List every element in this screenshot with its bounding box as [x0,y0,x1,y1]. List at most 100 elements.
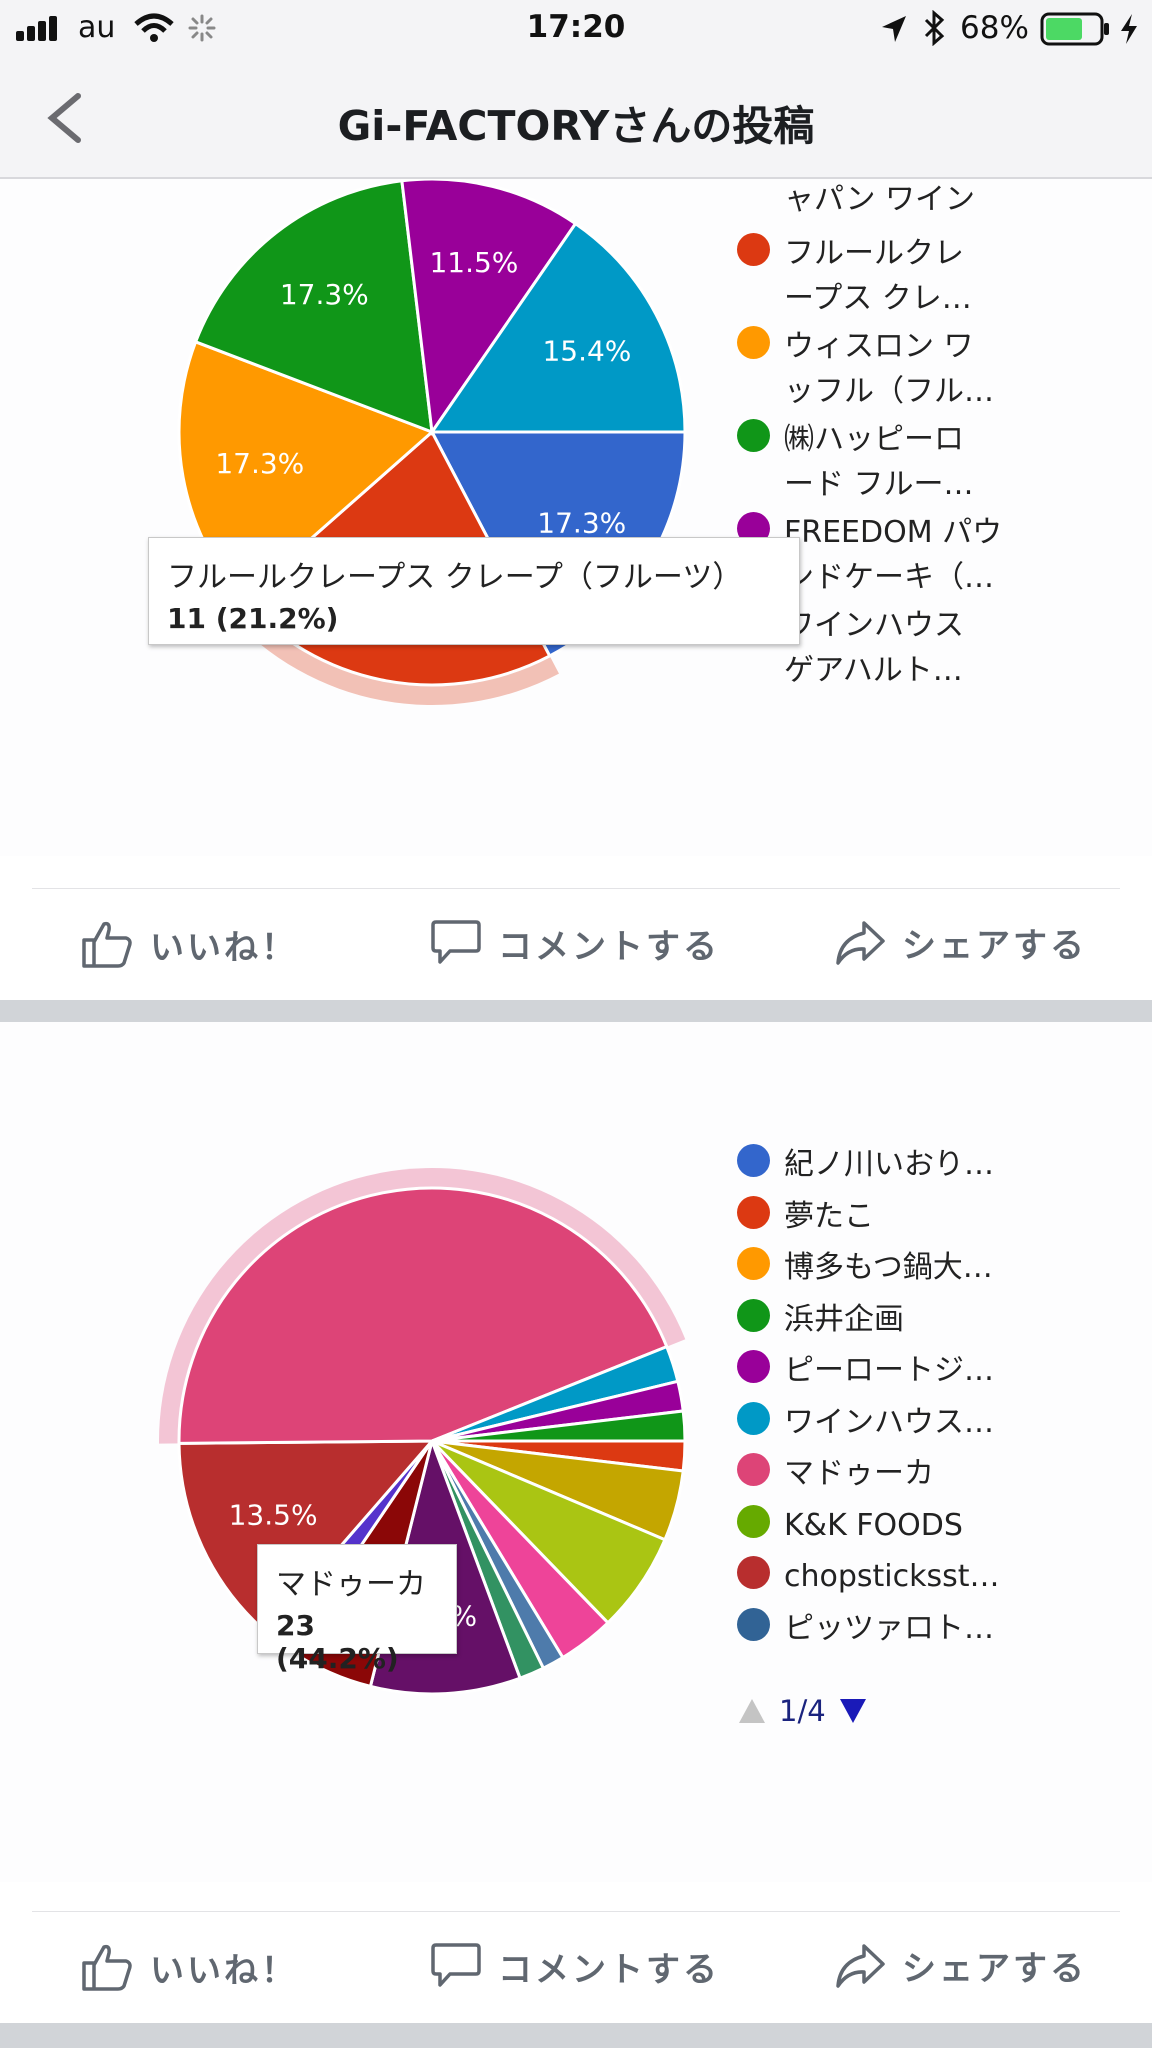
tooltip-value: 11 (21.2%) [167,602,339,635]
legend-item: マドゥーカ [737,1451,934,1496]
wifi-icon [134,13,174,42]
share-button[interactable]: シェアする [834,918,1087,967]
pie-chart: 17.3% 17.3% 17.3% 11.5% 15.4% [177,179,687,705]
clock-time: 17:20 [526,9,626,45]
legend-label: 紀ノ川いおり… [784,1147,994,1182]
legend-label: マドゥーカ [784,1456,934,1491]
bluetooth-icon [924,10,945,46]
back-button[interactable] [40,88,100,148]
legend-swatch [737,1608,770,1641]
legend-label: ワインハウス… [784,1405,994,1440]
charging-bolt-icon [1121,14,1137,44]
legend-item: 博多もつ鍋大… [737,1245,993,1290]
legend-item: 夢たこ [737,1194,874,1239]
slice-data-label: 17.3% [537,506,626,539]
like-label: いいね！ [150,1950,298,1991]
legend-item: フルールクレ ープス クレ… [737,231,972,321]
pie-slice[interactable] [431,1409,687,1443]
post-card: 17.3% 17.3% 17.3% 11.5% 15.4% ャパン ワイン フルールクレ… [0,179,1152,856]
like-label: いいね！ [150,927,298,968]
comment-button[interactable]: コメントする [430,1941,720,1991]
legend-swatch [737,326,770,359]
share-button[interactable]: シェアする [834,1941,1087,1990]
legend-pager: 1/4 [737,1694,868,1728]
slice-data-label: 13.5% [229,1498,318,1531]
legend-label: ㈱ハッピーロ ード フルー… [784,422,974,502]
pie-slice[interactable] [177,1439,436,1635]
post-separator [0,1000,1152,1022]
triangle-down-icon[interactable] [838,1697,868,1725]
legend-label: K&K FOODS [784,1508,963,1543]
share-arrow-icon [836,920,885,965]
comment-label: コメントする [498,1949,720,1990]
legend-label: ピーロートジ… [784,1353,994,1388]
battery-icon [1040,12,1109,46]
legend-swatch [737,419,770,452]
like-button[interactable]: いいね！ [80,918,298,970]
chart-tooltip: フルールクレープス クレープ（フルーツ） 11 (21.2%) [148,537,800,645]
signal-icon [16,16,60,41]
legend-item: 紀ノ川いおり… [737,1142,994,1187]
share-arrow-icon [836,1943,885,1988]
battery-percentage: 68% [960,10,1029,46]
legend-swatch [737,1505,770,1538]
legend-item: ワインハウス ゲアハルト… [737,603,964,693]
divider [32,888,1120,889]
pie-slice[interactable] [177,1186,669,1445]
tooltip-value: 23 (44.2%) [276,1609,399,1675]
legend-item: 浜井企画 [737,1297,904,1342]
slice-data-label: 17.3% [280,278,369,311]
legend-item: FREEDOM パウ ンドケーキ（… [737,510,1002,600]
legend-item: chopsticksst… [737,1554,1000,1599]
legend-item: ピッツァロト… [737,1606,994,1651]
pager-text: 1/4 [779,1694,826,1728]
slice-data-label: 15.4% [542,335,631,368]
legend-swatch [737,1247,770,1280]
legend-swatch [737,1144,770,1177]
thumbs-up-icon [82,921,132,968]
nav-header: Gi-FACTORYさんの投稿 [0,58,1152,179]
legend-label: ピッツァロト… [784,1611,994,1646]
page-title: Gi-FACTORYさんの投稿 [337,102,815,150]
legend-swatch [737,1402,770,1435]
share-label: シェアする [902,926,1087,966]
post-actions: いいね！ コメントする シェアする [0,888,1152,1000]
loading-spinner-icon [188,14,216,42]
share-label: シェアする [902,1949,1087,1989]
legend-label: 博多もつ鍋大… [784,1250,993,1285]
pie-slice[interactable] [400,179,578,437]
legend-swatch [737,1196,770,1229]
chevron-left-icon [47,93,81,143]
comment-label: コメントする [498,926,720,967]
legend-label: 浜井企画 [784,1302,904,1337]
legend-label: FREEDOM パウ ンドケーキ（… [784,515,1003,595]
like-button[interactable]: いいね！ [80,1941,298,1993]
legend-item: ワインハウス… [737,1400,994,1445]
tooltip-label: フルールクレープス クレープ（フルーツ） [167,560,743,595]
post-actions: いいね！ コメントする シェアする [0,1911,1152,2023]
comment-icon [431,1943,481,1987]
legend-label: chopsticksst… [784,1559,1000,1594]
legend-label: フルールクレ ープス クレ… [784,236,972,316]
slice-data-label: 11.5% [429,246,518,279]
legend-swatch [737,1453,770,1486]
divider [32,1911,1120,1912]
legend-item: ㈱ハッピーロ ード フルー… [737,417,974,507]
carrier-label: au [78,10,116,45]
comment-button[interactable]: コメントする [430,918,720,968]
legend-item: ャパン ワイン [737,177,975,222]
slice-data-label: 17.3% [215,447,304,480]
comment-icon [431,920,481,964]
location-arrow-icon [882,16,906,42]
legend-label: ワインハウス ゲアハルト… [784,608,964,688]
legend-swatch [737,1556,770,1589]
tooltip-label: マドゥーカ [276,1567,426,1602]
legend-item: K&K FOODS [737,1503,963,1548]
thumbs-up-icon [82,1944,132,1991]
pie-slice[interactable] [429,221,687,434]
post-card: 9.6%13.5% 紀ノ川いおり… 夢たこ 博多もつ鍋大… 浜井企画 ピーロート… [0,1022,1152,1882]
legend-item: ウィスロン ワ ッフル（フル… [737,324,994,414]
triangle-up-icon[interactable] [737,1697,767,1725]
pie-slice[interactable] [193,179,434,435]
chart-tooltip: マドゥーカ 23 (44.2%) [257,1544,457,1675]
